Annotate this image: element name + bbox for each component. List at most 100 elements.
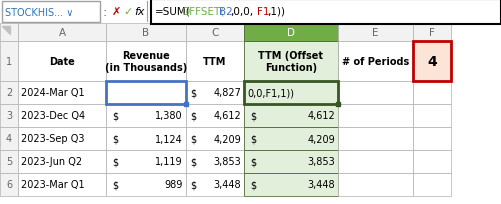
Text: $: $	[249, 111, 256, 121]
Bar	[0, 82, 18, 104]
Text: $: $	[112, 111, 118, 121]
Bar	[18, 127, 106, 150]
Text: 5: 5	[6, 157, 12, 167]
Bar	[412, 127, 450, 150]
Bar	[186, 173, 243, 196]
Bar	[18, 24, 106, 42]
Text: A: A	[58, 28, 66, 38]
Text: C: C	[211, 28, 218, 38]
Bar	[18, 173, 106, 196]
Text: $: $	[189, 88, 196, 98]
Bar	[412, 104, 450, 127]
Text: 2023-Jun Q2: 2023-Jun Q2	[21, 157, 82, 167]
Text: TTM (Offset
Function): TTM (Offset Function)	[258, 51, 323, 73]
Text: :: :	[103, 6, 107, 18]
Bar	[0, 173, 18, 196]
Text: 3,448: 3,448	[307, 180, 334, 190]
Text: $: $	[112, 134, 118, 144]
Text: 1,204: 1,204	[155, 88, 183, 98]
Bar	[243, 42, 337, 82]
Text: 989: 989	[164, 180, 183, 190]
Text: D: D	[287, 28, 295, 38]
Bar	[106, 127, 186, 150]
Text: Revenue
(in Thousands): Revenue (in Thousands)	[105, 51, 187, 73]
Text: 2023-Mar Q1: 2023-Mar Q1	[21, 180, 85, 190]
Text: ,1)): ,1))	[267, 7, 285, 17]
Bar	[337, 150, 412, 173]
Text: fx: fx	[134, 7, 144, 17]
Text: 3,853: 3,853	[307, 157, 334, 167]
Text: 3: 3	[6, 111, 12, 121]
Text: E: E	[372, 28, 378, 38]
Text: $: $	[189, 134, 196, 144]
Bar	[243, 24, 337, 42]
Text: 3,853: 3,853	[213, 157, 240, 167]
Text: 1: 1	[6, 57, 12, 67]
Text: 0,0,F1,1)): 0,0,F1,1))	[246, 88, 294, 98]
Text: ✗: ✗	[112, 7, 121, 17]
Text: 1,119: 1,119	[155, 157, 183, 167]
Bar	[151, 0, 500, 25]
Bar	[243, 127, 337, 150]
Bar	[337, 104, 412, 127]
Bar	[412, 42, 450, 82]
Text: 1,380: 1,380	[155, 111, 183, 121]
Bar	[106, 150, 186, 173]
Bar	[337, 42, 412, 82]
Text: 4,209: 4,209	[307, 134, 334, 144]
Bar	[186, 127, 243, 150]
Text: 4,612: 4,612	[213, 111, 240, 121]
Bar	[0, 42, 18, 82]
Text: $: $	[112, 88, 118, 98]
Polygon shape	[2, 27, 10, 35]
Text: 4: 4	[6, 134, 12, 144]
Bar	[186, 104, 243, 127]
Bar	[337, 127, 412, 150]
Bar	[186, 42, 243, 82]
Bar	[412, 173, 450, 196]
Bar	[18, 150, 106, 173]
Bar	[337, 173, 412, 196]
Bar	[18, 42, 106, 82]
Bar	[412, 150, 450, 173]
Bar	[0, 127, 18, 150]
Bar	[0, 24, 18, 42]
Bar	[0, 150, 18, 173]
Bar	[412, 82, 450, 104]
Bar	[243, 82, 337, 104]
Text: 4,612: 4,612	[307, 111, 334, 121]
Text: 4,827: 4,827	[213, 88, 240, 98]
Text: $: $	[112, 157, 118, 167]
Text: TTM: TTM	[203, 57, 226, 67]
Bar	[106, 173, 186, 196]
Bar	[186, 82, 243, 104]
Text: Date: Date	[49, 57, 75, 67]
Text: 2023-Dec Q4: 2023-Dec Q4	[21, 111, 85, 121]
Text: $: $	[189, 157, 196, 167]
Bar	[337, 82, 412, 104]
Bar	[18, 104, 106, 127]
Bar	[412, 42, 450, 82]
Text: B2: B2	[219, 7, 232, 17]
Bar	[106, 42, 186, 82]
Text: F: F	[428, 28, 434, 38]
Text: 2023-Sep Q3: 2023-Sep Q3	[21, 134, 84, 144]
Bar	[186, 150, 243, 173]
Bar	[337, 24, 412, 42]
Text: 3,448: 3,448	[213, 180, 240, 190]
Bar	[186, 24, 243, 42]
Bar	[106, 24, 186, 42]
Text: 4: 4	[426, 55, 436, 69]
Text: 1,124: 1,124	[155, 134, 183, 144]
Text: $: $	[249, 180, 256, 190]
Bar	[2, 2, 100, 23]
Bar	[243, 104, 337, 127]
Text: $: $	[249, 157, 256, 167]
Text: # of Periods: # of Periods	[341, 57, 408, 67]
Text: $: $	[112, 180, 118, 190]
Text: 2024-Mar Q1: 2024-Mar Q1	[21, 88, 85, 98]
Text: $: $	[189, 111, 196, 121]
Text: F1: F1	[257, 7, 269, 17]
Bar	[106, 82, 186, 104]
Text: 4,209: 4,209	[213, 134, 240, 144]
